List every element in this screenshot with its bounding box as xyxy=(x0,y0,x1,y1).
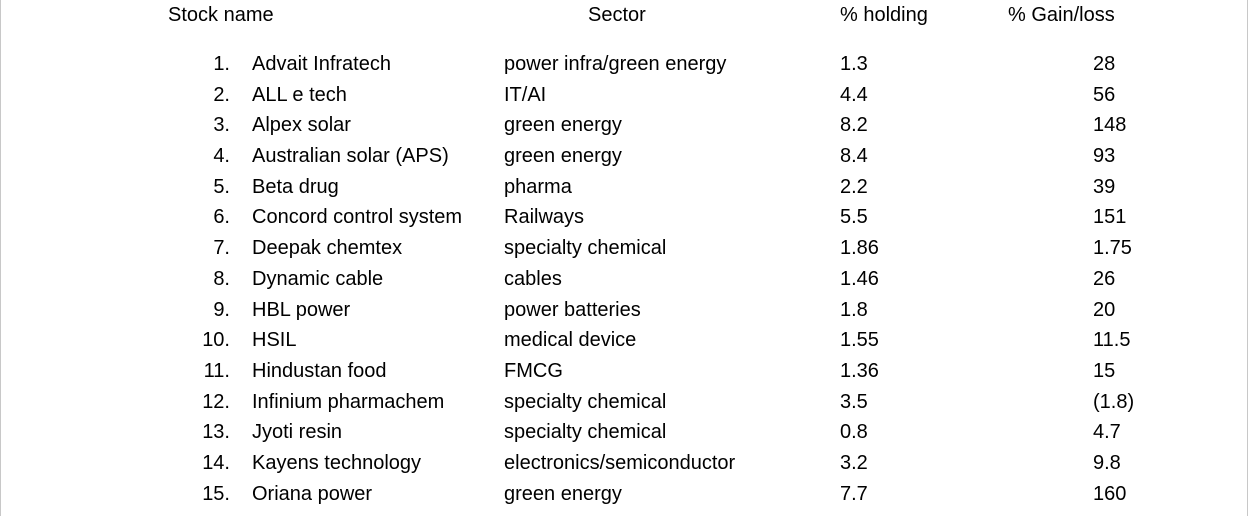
row-number: 1. xyxy=(213,53,230,75)
stock-gain-loss: 160 xyxy=(1093,482,1127,505)
stock-row: 1. Advait Infratech power infra/green ener… xyxy=(0,52,1248,83)
stock-row: 15. Oriana power green energy 7.7 160 xyxy=(0,482,1248,513)
stock-holding: 1.86 xyxy=(840,237,879,260)
stock-holding: 8.4 xyxy=(840,145,868,168)
stock-gain-loss: 151 xyxy=(1093,206,1127,229)
row-number: 15. xyxy=(202,482,230,505)
row-number: 12. xyxy=(202,390,230,413)
stock-sector: specialty chemical xyxy=(504,421,667,444)
row-number: 3. xyxy=(213,114,230,137)
stock-sector: green energy xyxy=(504,114,622,137)
stock-row: 6. Concord control system Railways 5.5 151 xyxy=(0,205,1248,236)
stock-row: 9. HBL power power batteries 1.8 20 xyxy=(0,298,1248,329)
stock-row: 13. Jyoti resin specialty chemical 0.8 4.7 xyxy=(0,420,1248,451)
stock-gain-loss: 148 xyxy=(1093,114,1127,137)
stock-sector: cables xyxy=(504,267,562,290)
stock-row: 10. HSIL medical device 1.55 11.5 xyxy=(0,328,1248,359)
row-number: 6. xyxy=(213,206,230,229)
stock-row: 7. Deepak chemtex specialty chemical 1.86 1.… xyxy=(0,236,1248,267)
stock-sector: FMCG xyxy=(504,359,563,382)
stock-gain-loss: 93 xyxy=(1093,145,1116,168)
stock-holding: 8.2 xyxy=(840,114,868,137)
stock-holding: 3.2 xyxy=(840,451,868,474)
row-number: 2. xyxy=(213,83,230,106)
stock-holding: 1.46 xyxy=(840,267,879,290)
stock-name: Advait Infratech xyxy=(252,53,391,75)
header-stock-name: Stock name xyxy=(168,4,274,26)
stock-name: Oriana power xyxy=(252,482,373,505)
stock-gain-loss: (1.8) xyxy=(1093,390,1135,413)
stock-name: Kayens technology xyxy=(252,451,422,474)
stock-gain-loss: 11.5 xyxy=(1093,329,1131,352)
stock-gain-loss: 9.8 xyxy=(1093,451,1121,474)
row-number: 4. xyxy=(213,145,230,168)
stock-gain-loss: 15 xyxy=(1093,359,1116,382)
stock-holding: 3.5 xyxy=(840,390,868,413)
stock-gain-loss: 39 xyxy=(1093,175,1116,198)
stock-name: HSIL xyxy=(252,329,297,352)
stock-sector: specialty chemical xyxy=(504,237,667,260)
stock-gain-loss: 4.7 xyxy=(1093,421,1121,444)
stock-name: Deepak chemtex xyxy=(252,237,403,260)
stock-name: Infinium pharmachem xyxy=(252,390,445,413)
stock-name: Dynamic cable xyxy=(252,267,384,290)
header-sector: Sector xyxy=(588,4,646,26)
stock-sector: electronics/semiconductor xyxy=(504,451,736,474)
stock-sector: green energy xyxy=(504,145,622,168)
stock-name: Alpex solar xyxy=(252,114,351,137)
row-number: 5. xyxy=(213,175,230,198)
stock-name: Jyoti resin xyxy=(252,421,343,444)
row-number: 7. xyxy=(213,237,230,260)
stock-sector: IT/AI xyxy=(504,83,547,106)
stock-row: 12. Infinium pharmachem specialty chemical… xyxy=(0,390,1248,421)
stock-sector: green energy xyxy=(504,482,622,505)
stock-name: ALL e tech xyxy=(252,83,347,106)
stock-sector: medical device xyxy=(504,329,637,352)
stock-gain-loss: 26 xyxy=(1093,267,1116,290)
row-number: 14. xyxy=(202,451,230,474)
stock-gain-loss: 56 xyxy=(1093,83,1116,106)
stock-sector: specialty chemical xyxy=(504,390,667,413)
stock-name: HBL power xyxy=(252,298,351,321)
stock-sector: power batteries xyxy=(504,298,641,321)
stock-name: Beta drug xyxy=(252,175,339,198)
stock-sector: Railways xyxy=(504,206,585,229)
stock-holding: 1.55 xyxy=(840,329,879,352)
stock-row: 3. Alpex solar green energy 8.2 148 xyxy=(0,113,1248,144)
stock-sector: pharma xyxy=(504,175,572,198)
stock-holding: 1.8 xyxy=(840,298,868,321)
stock-name: Hindustan food xyxy=(252,359,387,382)
row-number: 13. xyxy=(202,421,230,444)
stock-holding: 1.3 xyxy=(840,53,868,75)
stock-holding: 1.36 xyxy=(840,359,879,382)
row-number: 11. xyxy=(203,359,230,382)
stock-row: 4. Australian solar (APS) green energy 8.4 9… xyxy=(0,144,1248,175)
header-holding: % holding xyxy=(840,4,928,26)
stock-row: 14. Kayens technology electronics/semicond… xyxy=(0,451,1248,482)
stock-holding: 5.5 xyxy=(840,206,868,229)
stock-row: 2. ALL e tech IT/AI 4.4 56 xyxy=(0,83,1248,114)
stock-row: 11. Hindustan food FMCG 1.36 15 xyxy=(0,359,1248,390)
stock-name: Australian solar (APS) xyxy=(252,145,449,168)
stock-list: 1. Advait Infratech power infra/green ener… xyxy=(0,52,1248,512)
row-number: 8. xyxy=(213,267,230,290)
stock-row: 5. Beta drug pharma 2.2 39 xyxy=(0,175,1248,206)
page-left-border xyxy=(0,0,1,516)
stock-gain-loss: 28 xyxy=(1093,53,1116,75)
row-number: 9. xyxy=(213,298,230,321)
row-number: 10. xyxy=(202,329,230,352)
stock-gain-loss: 1.75 xyxy=(1093,237,1132,260)
stock-holding: 2.2 xyxy=(840,175,868,198)
stock-sector: power infra/green energy xyxy=(504,53,727,75)
stock-holding: 7.7 xyxy=(840,482,868,505)
stock-name: Concord control system xyxy=(252,206,463,229)
header-gain-loss: % Gain/loss xyxy=(1008,4,1115,26)
stock-holding: 0.8 xyxy=(840,421,868,444)
stock-row: 8. Dynamic cable cables 1.46 26 xyxy=(0,267,1248,298)
stock-gain-loss: 20 xyxy=(1093,298,1116,321)
stock-holding: 4.4 xyxy=(840,83,868,106)
